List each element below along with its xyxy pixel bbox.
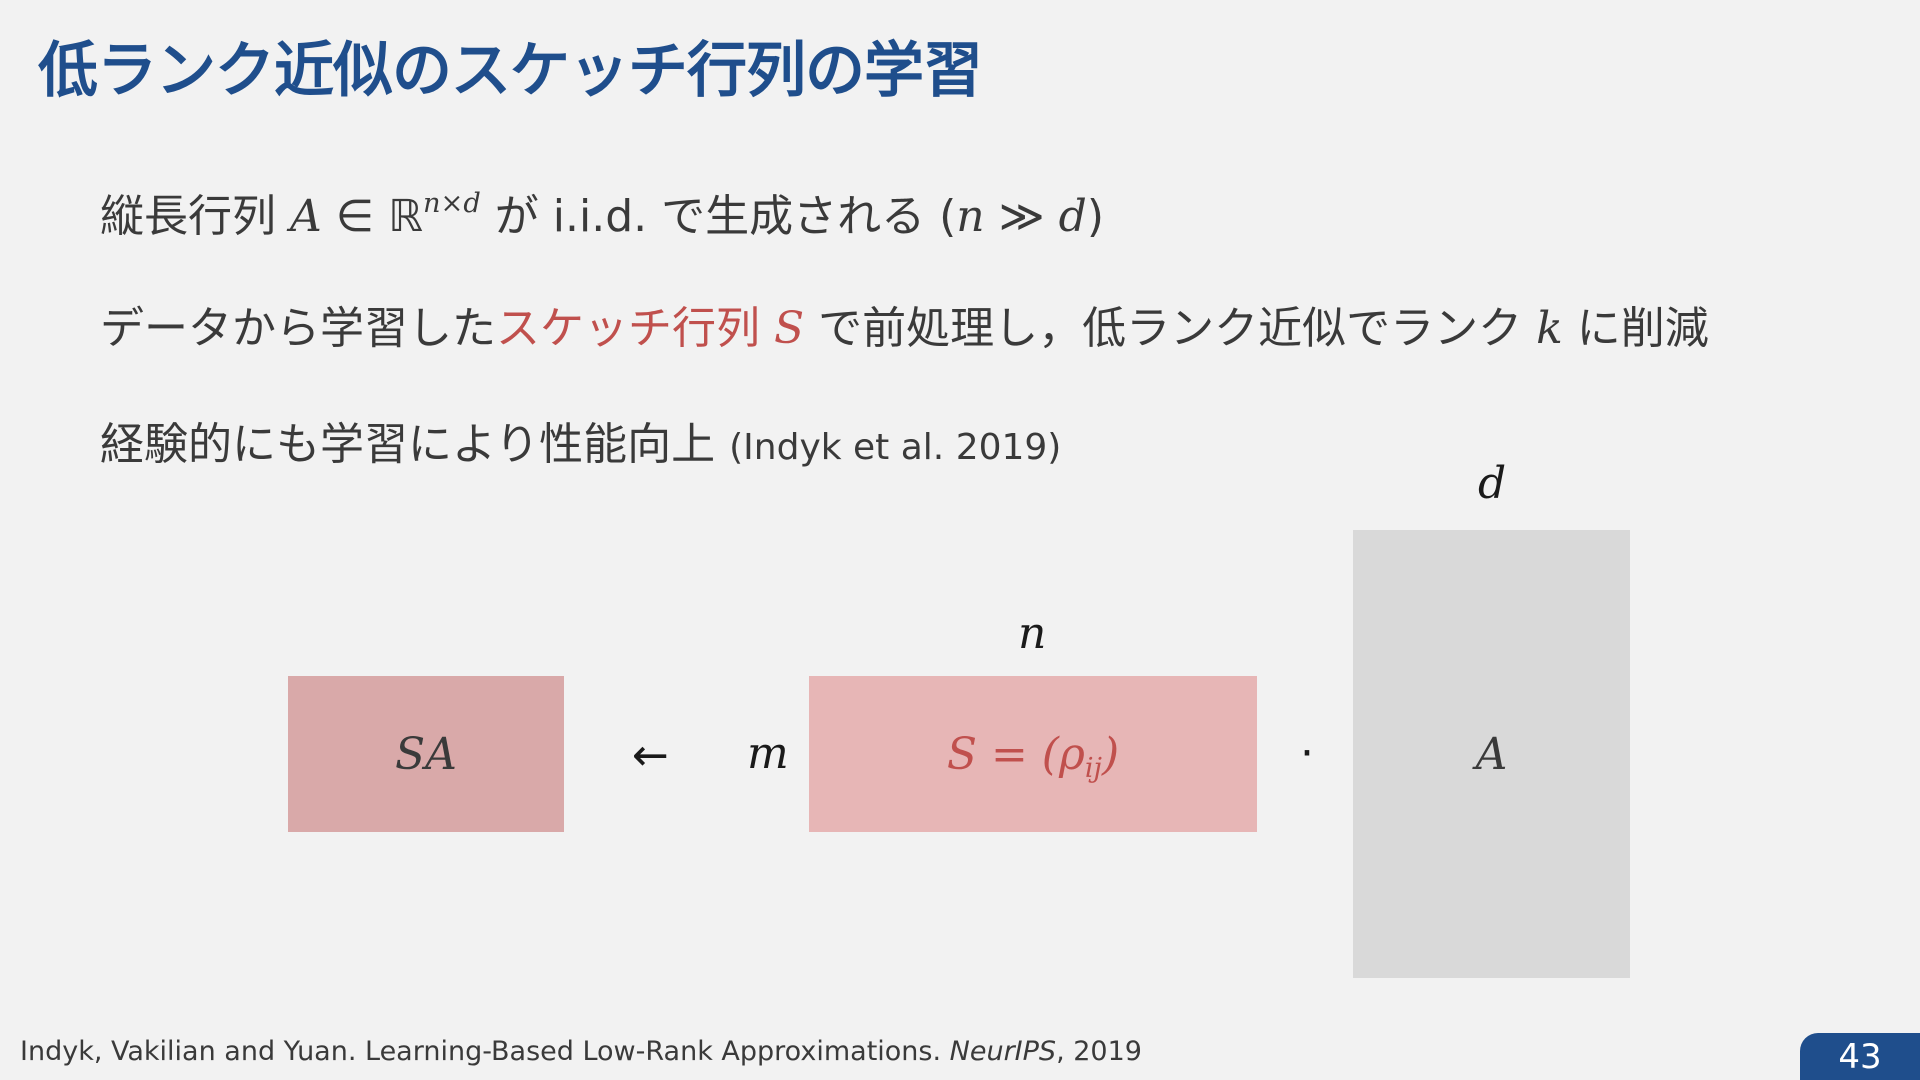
- left-arrow-icon: ←: [632, 730, 669, 781]
- multiply-dot: ·: [1300, 728, 1314, 779]
- bullet-2-k: k: [1536, 303, 1563, 354]
- s-label-sub: ij: [1084, 752, 1103, 784]
- footer-venue: NeurIPS: [949, 1036, 1057, 1067]
- bullet-2: データから学習したスケッチ行列 S で前処理し，低ランク近似でランク k に削減: [100, 292, 1709, 356]
- a-label: A: [1475, 728, 1508, 780]
- s-label-pre: S = (ρ: [946, 728, 1085, 780]
- bullet-1-post: ): [1086, 191, 1104, 242]
- m-dimension-label: m: [747, 728, 789, 779]
- bullet-1-d: d: [1058, 191, 1087, 242]
- footer-year: , 2019: [1056, 1036, 1142, 1067]
- bullet-1-pre: 縦長行列: [100, 191, 290, 242]
- page-number: 43: [1800, 1033, 1920, 1080]
- slide-title: 低ランク近似のスケッチ行列の学習: [38, 36, 983, 106]
- bullet-2-pre: データから学習した: [100, 303, 496, 354]
- bullet-2-post: に削減: [1562, 303, 1709, 354]
- bullet-1-gg: ≫: [984, 191, 1059, 242]
- d-dimension-label: d: [1478, 458, 1507, 509]
- a-matrix-box: A: [1353, 530, 1630, 978]
- s-label: S = (ρij): [946, 728, 1120, 782]
- bullet-2-mid: で前処理し，低ランク近似でランク: [804, 303, 1537, 354]
- bullet-2-s: S: [774, 303, 805, 354]
- n-dimension-label: n: [1018, 608, 1047, 659]
- bullet-1-matrix-a: A: [290, 191, 322, 242]
- bullet-3-text: 経験的にも学習により性能向上: [100, 419, 730, 470]
- bullet-1: 縦長行列 A ∈ ℝn×d が i.i.d. で生成される (n ≫ d): [100, 180, 1104, 244]
- bullet-1-mid: が i.i.d. で生成される (: [480, 191, 957, 242]
- footer-authors: Indyk, Vakilian and Yuan. Learning-Based…: [20, 1036, 950, 1067]
- footer-citation: Indyk, Vakilian and Yuan. Learning-Based…: [20, 1036, 1142, 1067]
- bullet-1-exponent: n×d: [422, 187, 481, 219]
- s-label-post: ): [1102, 728, 1120, 780]
- bullet-2-highlight: スケッチ行列: [496, 303, 774, 354]
- sa-label: SA: [395, 728, 457, 780]
- s-matrix-box: S = (ρij): [809, 676, 1257, 832]
- bullet-3: 経験的にも学習により性能向上 (Indyk et al. 2019): [100, 408, 1061, 472]
- bullet-1-n: n: [956, 191, 985, 242]
- sa-matrix-box: SA: [288, 676, 564, 832]
- bullet-3-citation: (Indyk et al. 2019): [729, 427, 1062, 468]
- bullet-1-in: ∈ ℝ: [321, 191, 423, 242]
